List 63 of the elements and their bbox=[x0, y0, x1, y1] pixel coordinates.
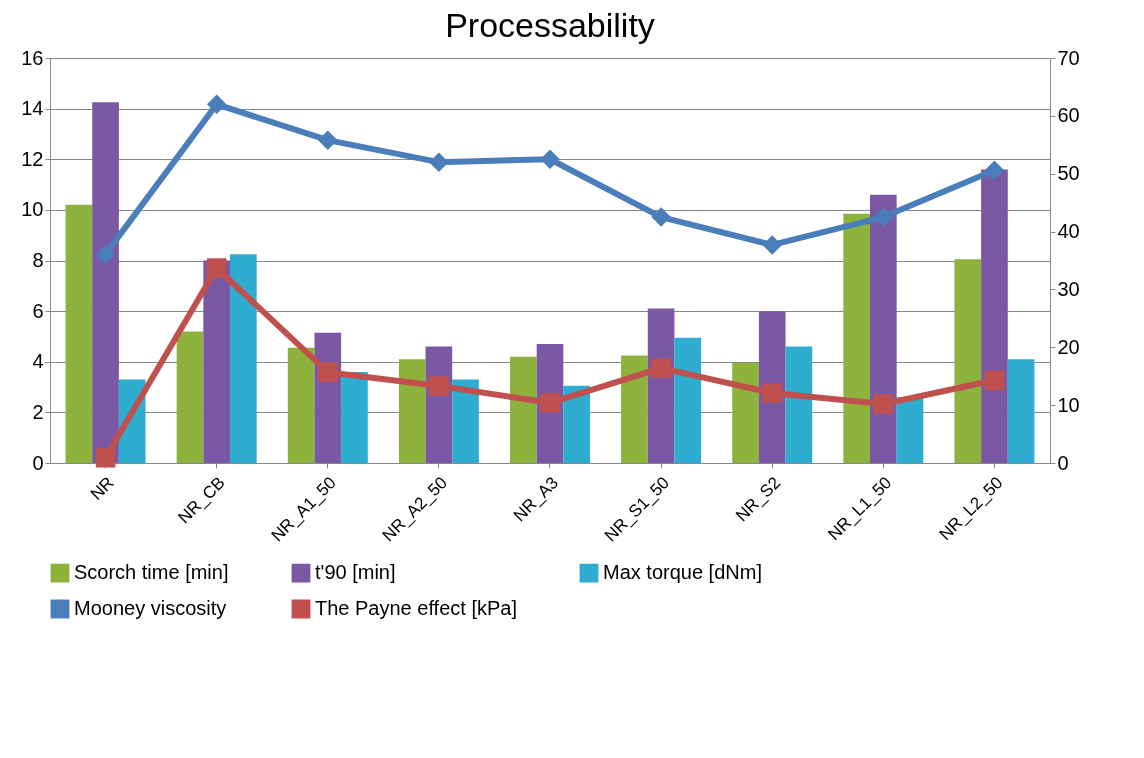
point bbox=[540, 393, 560, 413]
y2-tick-label: 10 bbox=[1057, 393, 1080, 416]
point bbox=[95, 244, 116, 264]
point bbox=[651, 207, 671, 227]
y2-tick-label: 70 bbox=[1057, 46, 1080, 69]
bar bbox=[203, 260, 230, 463]
point bbox=[984, 160, 1005, 180]
point bbox=[318, 130, 338, 150]
bar bbox=[732, 363, 759, 463]
point bbox=[206, 94, 227, 115]
y-tick-label: 8 bbox=[32, 249, 44, 271]
y-tick-label: 14 bbox=[21, 97, 44, 120]
y2-tick-label: 60 bbox=[1057, 104, 1080, 127]
y-tick-label: 2 bbox=[32, 400, 44, 423]
point bbox=[873, 394, 894, 414]
bar bbox=[1007, 359, 1035, 463]
point bbox=[651, 358, 671, 378]
bar bbox=[785, 346, 813, 463]
y2-tick-label: 20 bbox=[1057, 335, 1080, 358]
point bbox=[95, 448, 116, 468]
legend-label: t'90 [min] bbox=[315, 561, 396, 584]
y-tick-label: 0 bbox=[32, 451, 44, 474]
y2-tick-label: 0 bbox=[1057, 451, 1069, 474]
legend-label: The Payne effect [kPa] bbox=[315, 597, 517, 619]
y2-tick-label: 30 bbox=[1057, 277, 1080, 300]
bar bbox=[452, 379, 479, 463]
y-tick-label: 10 bbox=[21, 198, 44, 221]
bar bbox=[510, 356, 537, 463]
bar bbox=[563, 385, 590, 463]
bar bbox=[896, 397, 924, 463]
bar bbox=[230, 254, 257, 463]
bar bbox=[674, 337, 702, 463]
bar bbox=[92, 102, 119, 463]
chart-title: Processability bbox=[445, 6, 655, 44]
point bbox=[429, 376, 449, 396]
legend-label: Max torque [dNm] bbox=[603, 561, 762, 584]
bar bbox=[981, 169, 1008, 463]
point bbox=[429, 152, 449, 172]
point bbox=[540, 149, 560, 169]
legend-label: Mooney viscosity bbox=[74, 597, 227, 619]
bar bbox=[65, 204, 93, 463]
legend-label: Scorch time [min] bbox=[74, 561, 229, 584]
y-tick-label: 4 bbox=[32, 350, 44, 373]
bar bbox=[843, 213, 870, 463]
bar bbox=[176, 331, 204, 463]
x-tick-label: NR bbox=[86, 473, 118, 504]
bar bbox=[341, 371, 368, 463]
point bbox=[318, 362, 338, 382]
point bbox=[873, 207, 894, 227]
bar bbox=[954, 259, 982, 463]
bar bbox=[621, 355, 648, 463]
bar bbox=[287, 347, 315, 463]
point bbox=[762, 383, 782, 403]
y-tick-label: 6 bbox=[32, 299, 44, 322]
y-tick-label: 16 bbox=[21, 46, 44, 69]
bar bbox=[870, 194, 897, 463]
point bbox=[984, 370, 1005, 391]
bar bbox=[398, 359, 426, 463]
y2-tick-label: 50 bbox=[1057, 162, 1080, 185]
y2-tick-label: 40 bbox=[1057, 220, 1080, 243]
y-tick-label: 12 bbox=[21, 147, 44, 170]
point bbox=[762, 235, 782, 255]
point bbox=[206, 258, 227, 278]
